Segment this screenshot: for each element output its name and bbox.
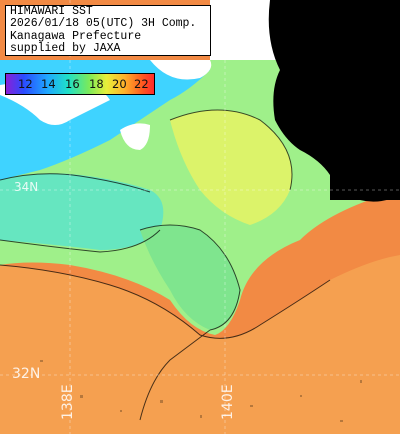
ocean-mid-region xyxy=(0,173,164,250)
legend-tick-16: 16 xyxy=(65,77,80,91)
contours xyxy=(0,109,331,421)
lat-label-32n: 32N xyxy=(12,366,41,382)
title-line-2: 2026/01/18 05(UTC) 3H Comp. xyxy=(10,17,197,31)
legend-tick-14: 14 xyxy=(41,77,56,91)
noise-specks xyxy=(40,360,362,422)
lat-label-34n: 34N xyxy=(14,180,39,194)
legend-tick-22: 22 xyxy=(134,77,149,91)
land-region-2 xyxy=(150,60,212,80)
title-line-3: Kanagawa Prefecture xyxy=(10,29,142,43)
cloud-patch xyxy=(330,170,400,200)
legend-tick-20: 20 xyxy=(112,77,127,91)
cloud-region xyxy=(268,0,400,202)
legend-tick-12: 12 xyxy=(18,77,33,91)
title-line-1: HIMAWARI SST xyxy=(10,5,93,18)
lon-label-140e: 140E xyxy=(220,384,236,420)
temperature-legend: 12 14 16 18 20 22 xyxy=(5,73,155,95)
legend-tick-18: 18 xyxy=(89,77,104,91)
ocean-izu-region xyxy=(140,225,240,330)
ocean-yellow-region xyxy=(170,110,292,225)
lon-label-138e: 138E xyxy=(60,384,76,420)
land-mid xyxy=(120,123,150,150)
map-title-box: HIMAWARI SST 2026/01/18 05(UTC) 3H Comp.… xyxy=(5,5,211,56)
title-line-4: supplied by JAXA xyxy=(10,42,121,56)
